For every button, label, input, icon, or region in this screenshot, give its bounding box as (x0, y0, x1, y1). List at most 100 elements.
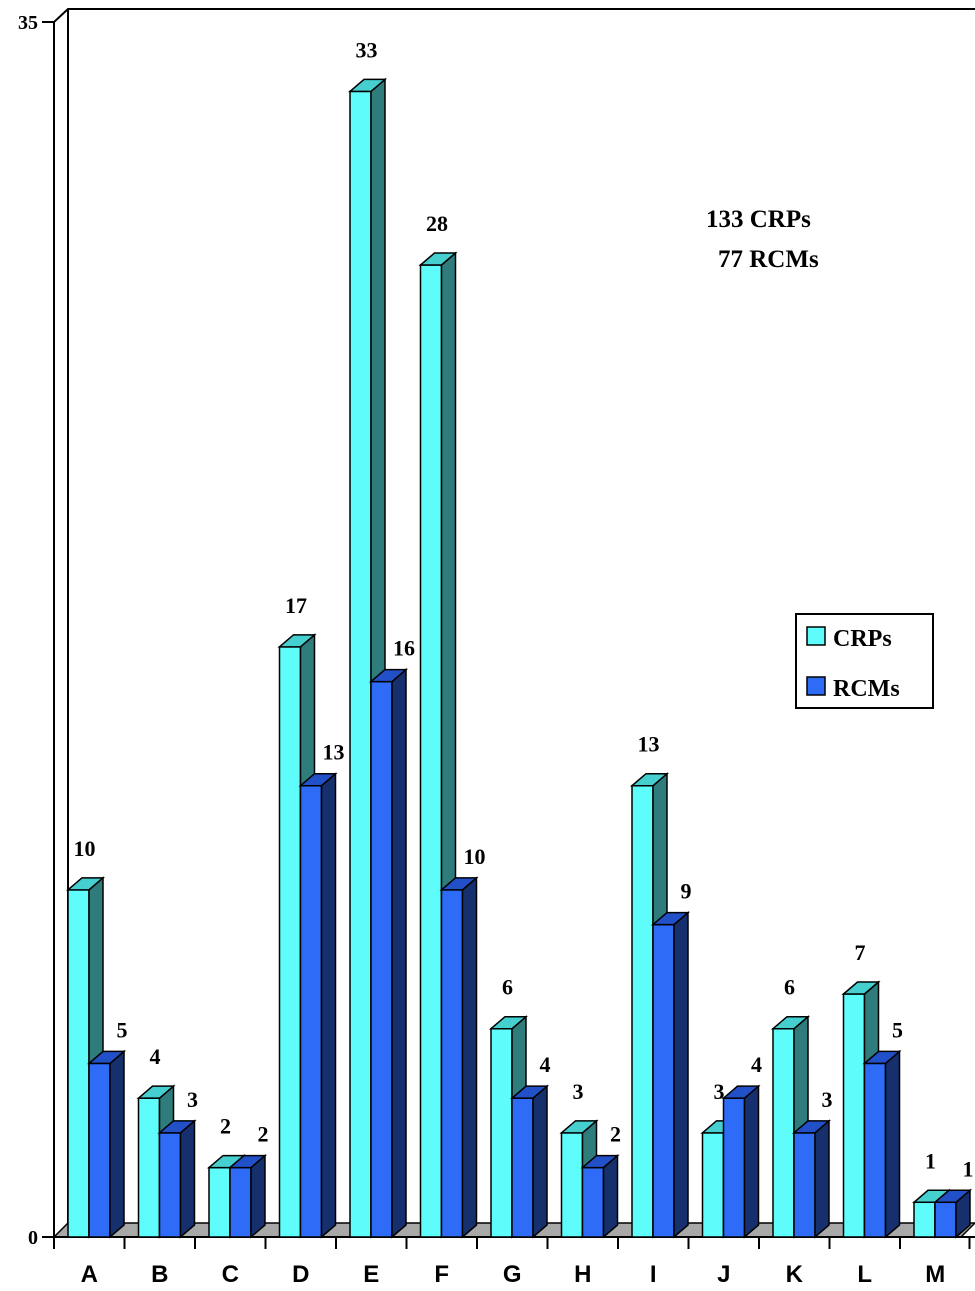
bar-rcms-m (932, 1188, 973, 1239)
value-label-crps-f: 28 (426, 211, 448, 236)
bars-layer (65, 77, 973, 1239)
y-tick-label-bottom: 0 (28, 1227, 38, 1249)
bar-rcms-g-front (511, 1097, 534, 1238)
legend-label-rcms: RCMs (833, 676, 900, 702)
bar-crps-d-top (277, 634, 317, 648)
bar-rcms-f-top (439, 877, 479, 891)
x-tick-label-e: E (363, 1261, 379, 1288)
bar-crps-c-front (208, 1166, 231, 1238)
value-label-rcms-l: 5 (892, 1017, 903, 1042)
bar-rcms-d-front (299, 784, 323, 1238)
value-label-rcms-a: 5 (117, 1017, 128, 1042)
bar-rcms-l-side (884, 1049, 901, 1239)
value-label-rcms-g: 4 (540, 1052, 551, 1077)
value-label-crps-l: 7 (855, 940, 866, 965)
bar-crps-e-front (349, 90, 372, 1238)
bar-rcms-k (791, 1119, 832, 1239)
x-tick-label-k: K (786, 1261, 804, 1288)
value-label-crps-j: 3 (714, 1079, 725, 1104)
x-tick-label-i: I (650, 1261, 657, 1288)
bar-crps-g-top (488, 1015, 529, 1030)
bar-rcms-b-front (158, 1132, 182, 1238)
bar-crps-l-top (841, 981, 881, 995)
bar-crps-i-front (631, 784, 654, 1238)
value-label-crps-k: 6 (784, 975, 795, 1000)
bar-rcms-g (509, 1084, 550, 1239)
bar-rcms-j-front (722, 1097, 746, 1238)
value-label-rcms-b: 3 (187, 1087, 198, 1112)
bar-rcms-k-top (791, 1120, 832, 1134)
bar-crps-f-front (419, 264, 443, 1238)
bar-crps-a-top (65, 877, 106, 891)
bar-rcms-i-side (673, 910, 689, 1239)
bar-rcms-l (862, 1049, 902, 1239)
value-label-crps-e: 33 (356, 37, 378, 62)
x-tick-label-j: J (717, 1261, 730, 1288)
bar-rcms-k-side (814, 1119, 830, 1239)
bar-rcms-d-top (298, 772, 338, 787)
bar-rcms-i-top (650, 911, 691, 926)
bar-rcms-h-top (580, 1154, 620, 1169)
back-wall-frame (53, 8, 975, 1237)
bar-rcms-i (650, 910, 691, 1239)
x-tick-label-c: C (222, 1261, 239, 1288)
x-tick-label-a: A (81, 1261, 98, 1288)
annotation-line-rcms: 77 RCMs (718, 246, 819, 273)
bar-rcms-a-top (86, 1050, 127, 1065)
bar-rcms-e-front (370, 680, 393, 1238)
bar-rcms-g-top (509, 1085, 550, 1099)
bar-rcms-c (227, 1153, 268, 1239)
value-label-rcms-j: 4 (751, 1052, 762, 1077)
bar-crps-m-front (913, 1201, 936, 1238)
value-label-rcms-d: 13 (323, 740, 345, 765)
bar-crps-j-front (701, 1132, 725, 1238)
bar-crps-l-front (842, 993, 866, 1238)
bar-rcms-h (580, 1153, 620, 1239)
annotation-line-crps: 133 CRPs (706, 206, 811, 233)
bar-crps-d-front (278, 646, 302, 1238)
x-tick-label-l: L (857, 1261, 872, 1288)
value-label-rcms-h: 2 (610, 1122, 621, 1147)
value-label-crps-b: 4 (150, 1044, 161, 1069)
bar-rcms-f (439, 876, 479, 1239)
value-label-rcms-f: 10 (464, 844, 486, 869)
x-tick-label-d: D (292, 1261, 309, 1288)
x-tick-label-h: H (574, 1261, 591, 1288)
value-label-rcms-k: 3 (822, 1087, 833, 1112)
bar-rcms-e-side (391, 667, 407, 1239)
value-label-crps-h: 3 (573, 1079, 584, 1104)
bar-rcms-d-side (320, 772, 337, 1239)
value-label-rcms-e: 16 (393, 636, 415, 661)
bar-crps-h-front (560, 1132, 584, 1238)
bar-rcms-f-front (440, 889, 464, 1238)
bar-rcms-g-side (532, 1084, 548, 1239)
bar-rcms-h-side (602, 1153, 619, 1239)
x-tick-label-f: F (434, 1261, 449, 1288)
legend: CRPs RCMs (795, 613, 934, 709)
value-label-crps-i: 13 (638, 732, 660, 757)
bar-rcms-i-front (652, 923, 675, 1238)
bar-rcms-l-top (862, 1050, 902, 1065)
x-tick-label-m: M (925, 1261, 945, 1288)
bar-rcms-l-front (863, 1062, 887, 1238)
bar-crps-k-top (770, 1015, 811, 1030)
bar-rcms-a-front (88, 1062, 111, 1238)
value-label-crps-c: 2 (220, 1114, 231, 1139)
bar-crps-b-top (136, 1085, 176, 1099)
bar-rcms-b-side (179, 1119, 196, 1239)
legend-label-crps: CRPs (833, 626, 892, 652)
bar-crps-i-top (629, 772, 670, 787)
value-label-rcms-i: 9 (681, 879, 692, 904)
value-label-rcms-c: 2 (258, 1122, 269, 1147)
x-tick-label-g: G (503, 1261, 522, 1288)
x-ticks-layer: A B C D E F G H I J K L M (53, 1237, 971, 1288)
legend-swatch-rcms (806, 676, 826, 696)
bar-rcms-b (157, 1119, 197, 1239)
bar-crps-k-front (772, 1027, 795, 1238)
bar-rcms-f-side (461, 876, 478, 1239)
bar-rcms-a-side (109, 1049, 125, 1239)
bar-rcms-a (86, 1049, 127, 1239)
bar-rcms-d (298, 772, 338, 1239)
